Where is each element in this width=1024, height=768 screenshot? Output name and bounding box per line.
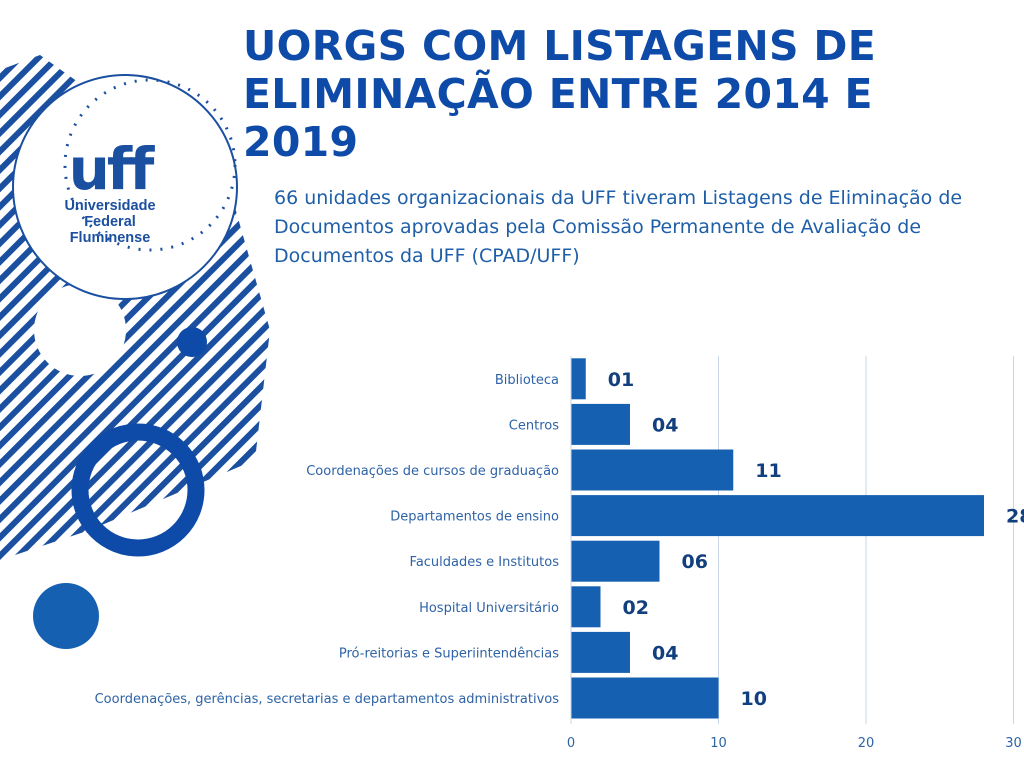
data-label: 04 [652,642,678,664]
page-subtitle: 66 unidades organizacionais da UFF tiver… [274,187,963,267]
small-dot-decoration [177,327,207,357]
data-label: 01 [608,369,634,391]
data-label: 06 [682,551,708,573]
logo-background-circle [13,75,237,299]
x-tick-label: 20 [858,736,875,751]
category-label: Coordenações de cursos de graduação [306,464,559,479]
category-label: Coordenações, gerências, secretarias e d… [95,692,560,707]
logo-line-1: Universidade [64,198,156,214]
x-tick-label: 10 [710,736,727,751]
white-circle-decoration [34,284,126,376]
logo-line-3: Fluminense [69,230,151,246]
data-label: 10 [741,688,767,710]
ring-decoration [71,423,205,557]
x-tick-label: 0 [567,736,575,751]
page-title: UORGS COM LISTAGENS DE ELIMINAÇÃO ENTRE … [243,22,877,166]
dotted-arc-decoration [63,78,237,252]
category-label: Departamentos de ensino [390,510,559,525]
bar [571,677,719,719]
bar [571,495,984,537]
data-label: 04 [652,414,678,436]
uff-logo: uff Universidade Federal Fluminense [40,140,180,246]
category-label: Pró-reitorias e Superiintendências [339,646,559,661]
data-label: 02 [623,597,649,619]
category-label: Biblioteca [495,373,559,388]
bar [571,540,660,582]
category-label: Faculdades e Institutos [410,555,560,570]
bar [571,449,734,491]
bar [571,358,586,400]
category-label: Hospital Universitário [419,601,559,616]
logo-mark: uff [68,135,155,203]
category-label: Centros [509,418,559,433]
filled-circle-decoration [33,583,99,649]
x-tick-label: 30 [1005,736,1022,751]
bar [571,631,630,673]
bar [571,403,630,445]
bar [571,586,601,628]
logo-ring-decoration [12,74,238,300]
data-label: 28 [1006,506,1024,528]
logo-line-2: Federal [84,214,136,230]
data-label: 11 [755,460,781,482]
